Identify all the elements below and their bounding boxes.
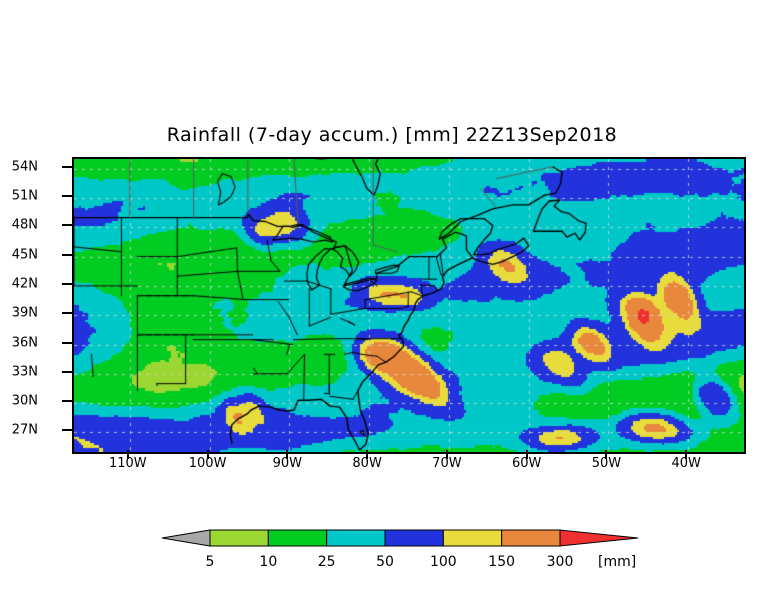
x-tick-mark — [685, 450, 688, 459]
colorbar-tick-label: 25 — [317, 554, 336, 570]
x-tick-label: 40W — [671, 456, 701, 471]
colorbar-band — [161, 529, 211, 547]
x-tick-mark — [525, 450, 528, 459]
x-tick-label: 50W — [591, 456, 622, 471]
x-tick-mark — [366, 450, 369, 459]
y-tick-mark — [62, 429, 72, 432]
colorbar-tick-label: 5 — [205, 554, 215, 570]
y-tick-label: 39N — [11, 305, 38, 321]
y-tick-mark — [62, 282, 72, 285]
colorbar-unit-label: [mm] — [598, 554, 637, 570]
y-tick-mark — [62, 224, 72, 227]
y-tick-label: 27N — [11, 422, 38, 438]
y-tick-label: 33N — [11, 364, 38, 380]
y-tick-mark — [62, 253, 72, 256]
x-tick-label: 60W — [511, 456, 542, 471]
x-tick-label: 110W — [108, 456, 147, 471]
y-tick-mark — [62, 370, 72, 373]
x-tick-mark — [286, 450, 289, 459]
y-tick-label: 51N — [11, 188, 38, 204]
y-tick-mark — [62, 341, 72, 344]
colorbar-legend: 5 10 25 50 100 150 300 [mm] — [0, 518, 784, 578]
x-tick-mark — [206, 450, 209, 459]
y-tick-label: 45N — [11, 247, 38, 263]
colorbar-tick-label: 150 — [488, 554, 516, 570]
y-tick-mark — [62, 312, 72, 315]
colorbar-band — [267, 529, 328, 547]
y-tick-label: 30N — [11, 393, 38, 409]
colorbar-band — [384, 529, 444, 547]
colorbar-band — [501, 529, 561, 547]
colorbar-tick-label: 300 — [546, 554, 574, 570]
page-title: Rainfall (7-day accum.) [mm] 22Z13Sep201… — [166, 124, 618, 146]
x-tick-label: 90W — [272, 456, 303, 471]
x-tick-mark — [605, 450, 608, 459]
colorbar-swatches — [161, 529, 639, 547]
y-tick-mark — [62, 400, 72, 403]
y-tick-label: 54N — [11, 159, 38, 175]
colorbar-tick-label: 100 — [429, 554, 457, 570]
y-tick-label: 36N — [11, 335, 38, 351]
x-tick-mark — [126, 450, 129, 459]
precipitation-raster — [74, 159, 744, 452]
y-tick-label: 48N — [11, 217, 38, 233]
x-tick-label: 100W — [188, 456, 227, 471]
x-tick-label: 70W — [432, 456, 462, 471]
x-tick-mark — [445, 450, 448, 459]
colorbar-tick-label: 10 — [259, 554, 278, 570]
x-tick-label: 80W — [352, 456, 382, 471]
colorbar-tick-label: 50 — [376, 554, 394, 570]
colorbar-band — [326, 529, 386, 547]
map-plot-area — [72, 157, 746, 454]
y-tick-mark — [62, 195, 72, 198]
colorbar-band — [559, 529, 639, 547]
colorbar-band — [442, 529, 503, 547]
y-tick-label: 42N — [11, 276, 38, 292]
y-tick-mark — [62, 165, 72, 168]
colorbar-band — [209, 529, 269, 547]
colorbar — [160, 526, 640, 550]
